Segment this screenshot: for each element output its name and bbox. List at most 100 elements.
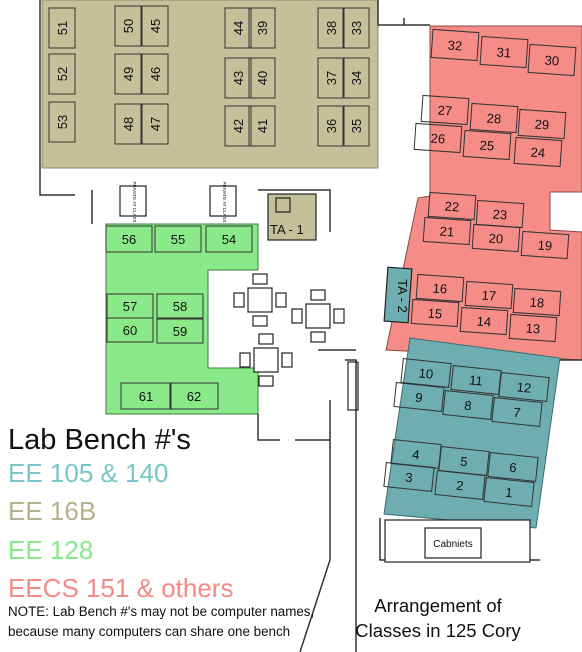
bench-number: 40 [255, 71, 270, 85]
bench-number: 14 [476, 314, 491, 330]
bench-number: 61 [139, 389, 153, 404]
bench-number: 46 [148, 67, 163, 81]
bench-16: 16 [415, 273, 465, 303]
bench-outline [114, 103, 142, 145]
bench-outline [105, 225, 153, 253]
bench-number: 10 [418, 365, 434, 381]
bench-outline [442, 390, 494, 420]
bench-outline [508, 313, 558, 343]
bench-27: 27 [420, 94, 470, 126]
bench-outline [491, 397, 543, 427]
bench-42: 42 [224, 105, 252, 147]
bench-number: 22 [444, 199, 459, 215]
door-label-right: PRIVATE AT CLASS [222, 182, 227, 223]
walls [39, 0, 582, 652]
zone-eecs151 [385, 25, 582, 361]
bench-number: 1 [505, 485, 514, 501]
zone-ee105-140 [383, 337, 561, 529]
table-group-3 [239, 333, 293, 387]
bench-number: 45 [148, 19, 163, 33]
bench-35: 35 [342, 105, 370, 147]
bench-number: 57 [123, 299, 137, 314]
bench-number: 6 [509, 460, 518, 476]
bench-outline [342, 7, 370, 49]
bench-outline [483, 477, 535, 507]
bench-number: 42 [231, 119, 246, 133]
bench-number: 33 [349, 21, 364, 35]
bench-number: 56 [122, 232, 136, 247]
bench-outline [224, 7, 252, 49]
bench-number: 38 [324, 21, 339, 35]
bench-24: 24 [513, 136, 563, 168]
bench-number: 34 [349, 71, 364, 85]
bench-outline [48, 7, 76, 49]
bench-2: 2 [434, 470, 486, 500]
bench-48: 48 [114, 103, 142, 145]
bench-outline [224, 57, 252, 99]
bench-number: 18 [529, 295, 544, 311]
bench-61: 61 [120, 382, 172, 410]
bench-number: 39 [255, 21, 270, 35]
note-line-2: because many computers can share one ben… [8, 624, 291, 639]
ta1-label: TA - 1 [270, 222, 304, 237]
bench-14: 14 [459, 306, 509, 336]
bench-outline [114, 5, 142, 47]
bench-outline [48, 53, 76, 95]
bench-33: 33 [342, 7, 370, 49]
bench-number: 54 [222, 232, 236, 247]
bench-number: 31 [496, 45, 511, 61]
legend-ee128: EE 128 [8, 535, 94, 565]
bench-outline [415, 273, 465, 303]
bench-outline [114, 53, 142, 95]
bench-outline [248, 105, 276, 147]
bench-outline [383, 462, 435, 492]
bench-number: 26 [430, 131, 445, 147]
bench-49: 49 [114, 53, 142, 95]
bench-outline [422, 216, 472, 246]
bench-47: 47 [141, 103, 169, 145]
bench-number: 49 [121, 67, 136, 81]
bench-59: 59 [156, 318, 204, 344]
bench-outline [205, 225, 253, 253]
bench-outline [462, 129, 512, 161]
bench-54: 54 [205, 225, 253, 253]
bench-number: 51 [55, 21, 70, 35]
bench-40: 40 [248, 57, 276, 99]
bench-outline [156, 293, 204, 319]
diagram-caption: Arrangement of Classes in 125 Cory [352, 593, 524, 643]
bench-29: 29 [517, 108, 567, 140]
bench-outline [141, 103, 169, 145]
bench-outline [342, 105, 370, 147]
bench-outline [498, 372, 550, 402]
bench-outline [487, 452, 539, 482]
bench-6: 6 [487, 452, 539, 482]
bench-outline [427, 191, 477, 221]
bench-52: 52 [48, 53, 76, 95]
bench-number: 8 [464, 398, 473, 414]
caption-line-1: Arrangement of [374, 595, 502, 616]
bench-number: 36 [324, 119, 339, 133]
bench-28: 28 [469, 102, 519, 134]
bench-number: 48 [121, 117, 136, 131]
bench-number: 9 [415, 390, 424, 406]
bench-number: 23 [492, 207, 507, 223]
bench-34: 34 [342, 57, 370, 99]
bench-36: 36 [317, 105, 345, 147]
table-group-1 [233, 273, 287, 327]
bench-outline [248, 57, 276, 99]
bench-51: 51 [48, 7, 76, 49]
bench-outline [459, 306, 509, 336]
furniture [119, 185, 531, 563]
legend-ee16b: EE 16B [8, 496, 97, 526]
bench-number: 43 [231, 71, 246, 85]
bench-outline [317, 105, 345, 147]
bench-53: 53 [48, 101, 76, 143]
bench-1: 1 [483, 477, 535, 507]
bench-number: 60 [123, 323, 137, 338]
bench-number: 29 [534, 117, 549, 133]
bench-46: 46 [141, 53, 169, 95]
bench-number: 30 [544, 53, 559, 69]
bench-25: 25 [462, 129, 512, 161]
bench-outline [434, 470, 486, 500]
